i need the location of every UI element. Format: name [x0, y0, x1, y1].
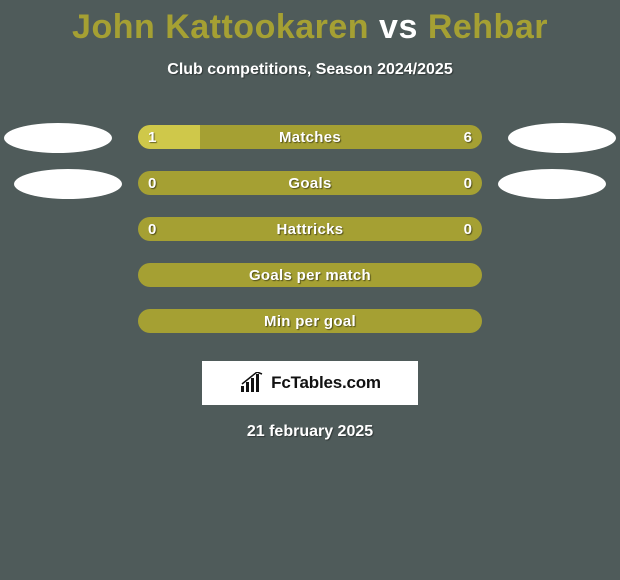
stat-right-value: 0 [464, 217, 472, 241]
stat-row-goals-per-match: Goals per match [0, 255, 620, 301]
player1-marker [4, 123, 112, 153]
stat-bar: Min per goal [138, 309, 482, 333]
player1-marker [14, 169, 122, 199]
vs-text: vs [379, 8, 418, 46]
comparison-title: John Kattookaren vs Rehbar [0, 8, 620, 47]
stat-right-value: 0 [464, 171, 472, 195]
stat-right-value: 6 [464, 125, 472, 149]
stat-row-goals: 0 Goals 0 [0, 163, 620, 209]
subtitle: Club competitions, Season 2024/2025 [0, 61, 620, 79]
stat-label: Min per goal [138, 309, 482, 333]
stat-bar: 0 Goals 0 [138, 171, 482, 195]
chart-icon [239, 372, 265, 394]
player2-name: Rehbar [428, 8, 548, 46]
stat-label: Goals [138, 171, 482, 195]
stat-bar: 1 Matches 6 [138, 125, 482, 149]
stat-bar: Goals per match [138, 263, 482, 287]
stat-label: Goals per match [138, 263, 482, 287]
source-logo: FcTables.com [202, 361, 418, 405]
stat-row-matches: 1 Matches 6 [0, 117, 620, 163]
logo-text: FcTables.com [271, 373, 381, 393]
stat-label: Hattricks [138, 217, 482, 241]
infographic-container: John Kattookaren vs Rehbar Club competit… [0, 0, 620, 441]
player2-marker [508, 123, 616, 153]
stat-row-min-per-goal: Min per goal [0, 301, 620, 347]
date-text: 21 february 2025 [0, 423, 620, 441]
stat-rows: 1 Matches 6 0 Goals 0 0 Hattricks 0 [0, 117, 620, 347]
player1-name: John Kattookaren [72, 8, 369, 46]
stat-bar: 0 Hattricks 0 [138, 217, 482, 241]
stat-row-hattricks: 0 Hattricks 0 [0, 209, 620, 255]
stat-label: Matches [138, 125, 482, 149]
player2-marker [498, 169, 606, 199]
